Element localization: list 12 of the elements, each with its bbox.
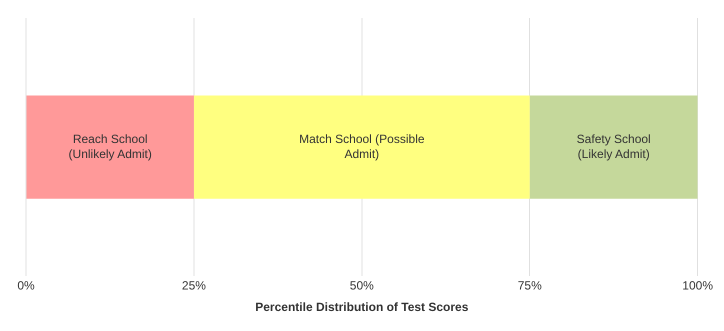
- series-label: Match School (Possible Admit): [299, 132, 425, 161]
- x-axis-title: Percentile Distribution of Test Scores: [255, 300, 469, 314]
- x-tick-label: 0%: [17, 278, 35, 293]
- x-tick-label: 50%: [350, 278, 374, 293]
- x-tick-label: 100%: [682, 278, 714, 293]
- bar: [194, 95, 530, 199]
- series-label: Reach School (Unlikely Admit): [68, 132, 152, 161]
- series-label: Safety School (Likely Admit): [576, 132, 651, 161]
- x-tick-label: 25%: [182, 278, 206, 293]
- bar: [26, 95, 194, 199]
- x-tick-label: 75%: [518, 278, 542, 293]
- bar: [530, 95, 698, 199]
